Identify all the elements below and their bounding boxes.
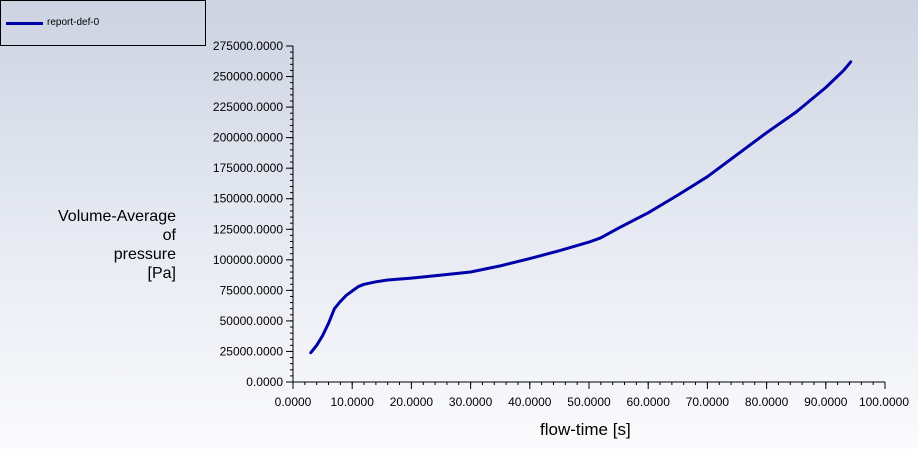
y-tick-label: 175000.0000 [213, 161, 283, 175]
series-layer [309, 60, 853, 355]
legend: report-def-0 [0, 0, 206, 46]
y-tick-label: 150000.0000 [213, 192, 283, 206]
y-axis-label-line-2: of [162, 227, 176, 244]
x-tick-label: 30.0000 [449, 395, 493, 409]
x-tick-label: 0.0000 [275, 395, 312, 409]
y-tick-label: 100000.0000 [213, 253, 283, 267]
x-tick-label: 60.0000 [627, 395, 671, 409]
x-tick-label: 80.0000 [745, 395, 789, 409]
x-tick-label: 90.0000 [804, 395, 848, 409]
legend-swatch-report-def-0 [6, 22, 43, 25]
series-line-report-def-0 [309, 60, 853, 355]
y-tick-label: 225000.0000 [213, 100, 283, 114]
x-axis-label: flow-time [s] [540, 420, 631, 439]
x-tick-label: 50.0000 [567, 395, 611, 409]
y-axis-label: Volume-Average of pressure [Pa] [58, 207, 176, 283]
y-tick-label: 75000.0000 [220, 283, 284, 297]
y-tick-label: 125000.0000 [213, 222, 283, 236]
y-tick-label: 25000.0000 [220, 344, 284, 358]
y-axis-label-line-3: pressure [113, 246, 176, 263]
y-tick-label: 0.0000 [246, 375, 283, 389]
x-tick-label: 10.0000 [331, 395, 375, 409]
y-tick-label: 250000.0000 [213, 70, 283, 84]
x-axis: 0.0000 10.0000 20.0000 30.0000 40.0000 50.000… [275, 381, 909, 409]
y-tick-label: 200000.0000 [213, 131, 283, 145]
y-tick-label: 50000.0000 [220, 314, 284, 328]
x-tick-label: 40.0000 [508, 395, 552, 409]
legend-label-report-def-0: report-def-0 [47, 17, 100, 28]
x-tick-label: 70.0000 [686, 395, 730, 409]
x-tick-label: 20.0000 [390, 395, 434, 409]
x-tick-label: 100.0000 [859, 395, 909, 409]
y-axis: 0.0000 25000.0000 50000.0000 75000.0000 1000… [213, 39, 294, 389]
y-axis-label-line-4: [Pa] [147, 265, 176, 282]
y-axis-label-line-1: Volume-Average [58, 208, 176, 225]
y-tick-label: 275000.0000 [213, 39, 283, 53]
